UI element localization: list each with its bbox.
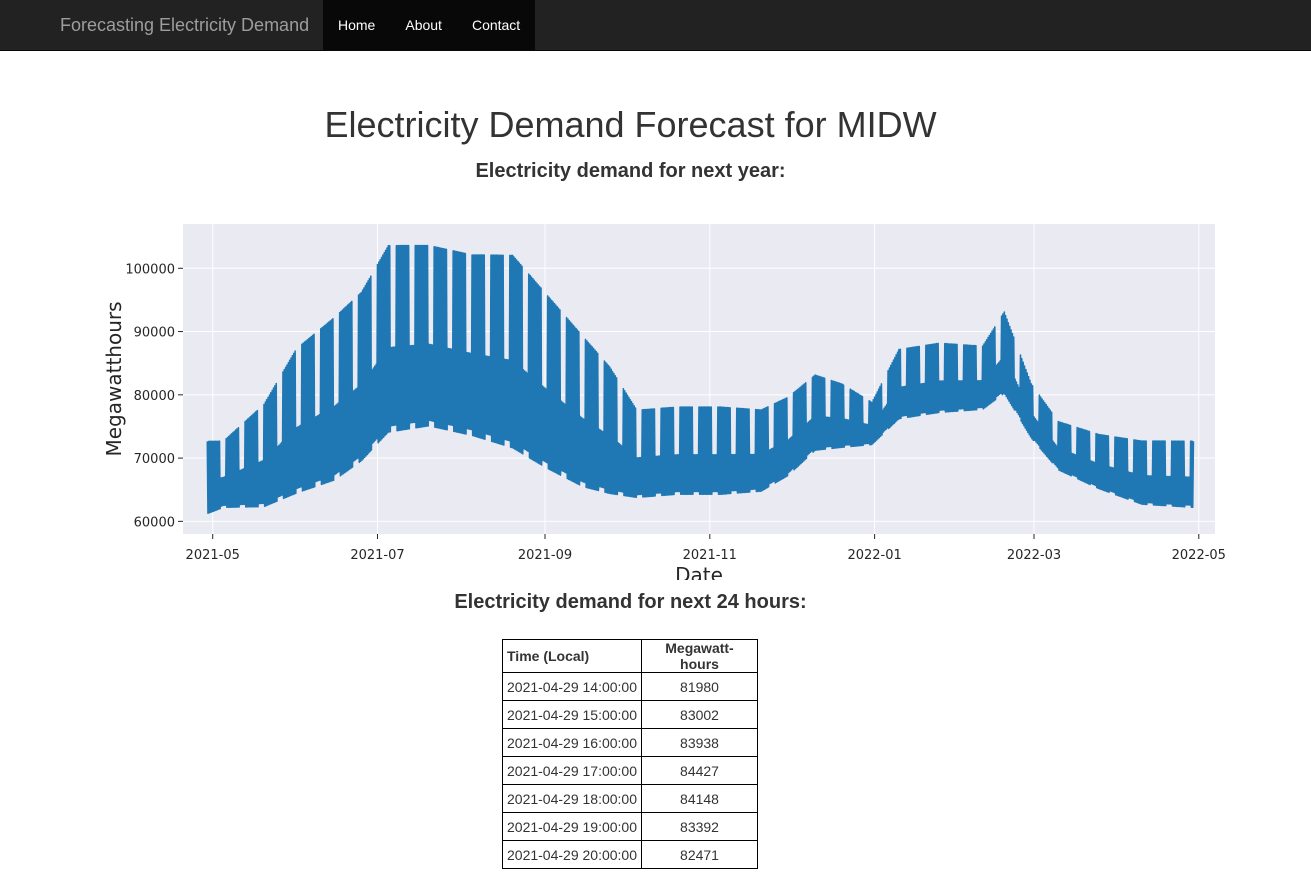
table-row: 2021-04-29 20:00:00 82471 — [502, 840, 758, 869]
x-tick-label: 2022-01 — [847, 548, 901, 563]
time-cell: 2021-04-29 15:00:00 — [502, 700, 642, 729]
time-cell: 2021-04-29 16:00:00 — [502, 728, 642, 757]
table-row: 2021-04-29 14:00:00 81980 — [502, 672, 758, 701]
year-forecast-heading: Electricity demand for next year: — [475, 160, 786, 182]
mwh-column-header: Megawatt-hours — [641, 639, 758, 673]
nav-home-link[interactable]: Home — [338, 17, 376, 33]
x-tick-label: 2021-05 — [186, 548, 240, 563]
x-tick-label: 2021-09 — [518, 548, 572, 563]
y-tick-label: 90000 — [134, 326, 175, 341]
navbar: Forecasting Electricity Demand Home Abou… — [0, 0, 1311, 51]
nav-contact-link[interactable]: Contact — [471, 17, 521, 33]
demand-series-line — [206, 244, 1195, 515]
time-cell: 2021-04-29 18:00:00 — [502, 784, 642, 813]
x-axis-label: Date — [675, 563, 723, 580]
mwh-cell: 83938 — [641, 728, 758, 757]
navbar-brand[interactable]: Forecasting Electricity Demand — [60, 15, 310, 35]
time-cell: 2021-04-29 20:00:00 — [502, 840, 642, 869]
y-tick-label: 60000 — [134, 515, 175, 530]
time-column-header: Time (Local) — [502, 639, 642, 673]
mwh-cell: 81980 — [641, 672, 758, 701]
table-row: 2021-04-29 17:00:00 84427 — [502, 756, 758, 785]
x-tick-label: 2022-03 — [1007, 548, 1061, 563]
y-tick-label: 80000 — [134, 389, 175, 404]
table-row: 2021-04-29 16:00:00 83938 — [502, 728, 758, 757]
x-tick-label: 2022-05 — [1172, 548, 1225, 563]
table-row: 2021-04-29 19:00:00 83392 — [502, 812, 758, 841]
mwh-cell: 84427 — [641, 756, 758, 785]
hourly-demand-table: Time (Local) Megawatt-hours 2021-04-29 1… — [502, 639, 758, 869]
nav-about-link[interactable]: About — [405, 17, 442, 33]
page-title: Electricity Demand Forecast for MIDW — [324, 104, 937, 145]
table-row: 2021-04-29 15:00:00 83002 — [502, 700, 758, 729]
time-cell: 2021-04-29 19:00:00 — [502, 812, 642, 841]
mwh-cell: 84148 — [641, 784, 758, 813]
x-tick-label: 2021-11 — [683, 548, 737, 563]
mwh-cell: 83392 — [641, 812, 758, 841]
year-demand-chart: 2021-05 2021-07 2021-09 2021-11 2022-01 2022-… — [102, 224, 1225, 580]
table-row: 2021-04-29 18:00:00 84148 — [502, 784, 758, 813]
time-cell: 2021-04-29 14:00:00 — [502, 672, 642, 701]
x-tick-label: 2021-07 — [350, 548, 404, 563]
mwh-cell: 83002 — [641, 700, 758, 729]
table-header-row: Time (Local) Megawatt-hours — [502, 639, 758, 673]
y-tick-label: 70000 — [134, 452, 175, 467]
mwh-cell: 82471 — [641, 840, 758, 869]
day-forecast-heading: Electricity demand for next 24 hours: — [454, 591, 807, 613]
nav-links: Home About Contact — [323, 0, 536, 51]
time-cell: 2021-04-29 17:00:00 — [502, 756, 642, 785]
y-tick-label: 100000 — [125, 262, 175, 277]
y-axis-label: Megawatthours — [102, 301, 126, 456]
